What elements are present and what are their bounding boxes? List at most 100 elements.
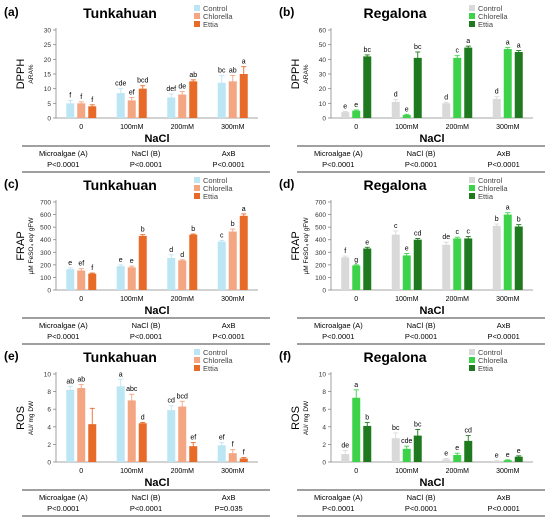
bar (391, 438, 400, 462)
bar (413, 57, 422, 118)
bar (178, 260, 187, 290)
y-axis-unit: ARA% (28, 64, 35, 83)
significance-letter: b (141, 227, 145, 234)
stats-p-value: P<0.0001 (130, 504, 162, 513)
bar (503, 49, 512, 118)
significance-letter: a (506, 40, 510, 47)
x-tick-label: 100mM (120, 124, 144, 131)
significance-letter: abc (126, 386, 138, 393)
stats-p-value: P=0.035 (215, 504, 243, 513)
y-axis-label: ROS (15, 406, 27, 430)
significance-letter: e (444, 450, 448, 457)
bar (167, 257, 176, 290)
panel-label: (b) (279, 5, 294, 19)
bar (228, 231, 237, 290)
x-tick-label: 300mM (221, 468, 245, 475)
y-tick-label: 20 (319, 86, 327, 93)
stats-factor-label: Microalgae (A) (39, 321, 88, 330)
stats-p-value: P<0.0001 (488, 504, 520, 513)
bar (341, 112, 350, 118)
significance-letter: a (242, 59, 246, 66)
bar (453, 238, 462, 290)
y-tick-label: 100 (315, 275, 326, 282)
y-tick-label: 400 (40, 237, 51, 244)
bar (514, 52, 523, 118)
y-tick-label: 4 (322, 424, 326, 431)
y-tick-label: 8 (322, 389, 326, 396)
bar (66, 389, 75, 462)
legend-label: Chlorella (203, 12, 233, 21)
legend-swatch (469, 13, 475, 19)
stats-factor-label: NaCl (B) (132, 321, 161, 330)
significance-letter: ab (189, 72, 197, 79)
x-tick-label: 200mM (446, 296, 470, 303)
x-tick-label: 0 (354, 468, 358, 475)
significance-letter: f (344, 248, 346, 255)
significance-letter: f (91, 265, 93, 272)
legend-swatch (469, 21, 475, 27)
y-tick-label: 25 (44, 42, 52, 49)
significance-letter: de (178, 84, 186, 91)
y-axis-label: FRAP (15, 231, 27, 260)
legend-label: Ettia (478, 20, 494, 29)
significance-letter: b (495, 216, 499, 223)
significance-letter: ab (77, 377, 85, 384)
bar (77, 270, 86, 290)
bar (116, 93, 125, 118)
bar (453, 57, 462, 118)
significance-letter: de (442, 234, 450, 241)
significance-letter: e (495, 453, 499, 460)
legend-swatch (469, 193, 475, 199)
x-tick-label: 100mM (120, 468, 144, 475)
significance-letter: bcd (137, 78, 148, 85)
legend-swatch (469, 357, 475, 363)
bar (442, 244, 451, 290)
legend-swatch (194, 357, 200, 363)
significance-letter: a (119, 371, 123, 378)
significance-letter: bc (414, 44, 422, 51)
y-tick-label: 6 (47, 407, 51, 414)
significance-letter: b (365, 414, 369, 421)
y-tick-label: 300 (40, 250, 51, 257)
bar (88, 424, 97, 462)
y-tick-label: 8 (47, 389, 51, 396)
significance-letter: f (69, 92, 71, 99)
legend-label: Ettia (203, 20, 219, 29)
stats-factor-label: NaCl (B) (407, 321, 436, 330)
stats-factor-label: Microalgae (A) (314, 321, 363, 330)
bar (217, 82, 226, 118)
significance-letter: f (80, 94, 82, 101)
stats-p-value: P<0.0001 (213, 332, 245, 341)
significance-letter: d (180, 252, 184, 259)
bar (178, 94, 187, 118)
legend-swatch (469, 185, 475, 191)
significance-letter: bc (218, 67, 226, 74)
significance-letter: a (517, 43, 521, 50)
stats-factor-label: AxB (497, 321, 511, 330)
x-tick-label: 0 (354, 296, 358, 303)
significance-letter: cde (115, 81, 126, 88)
significance-letter: a (354, 382, 358, 389)
y-tick-label: 700 (315, 200, 326, 207)
bar (138, 235, 147, 290)
y-tick-label: 15 (44, 72, 52, 79)
chart-title: Tunkahuan (83, 177, 157, 193)
legend-label: Chlorella (203, 356, 233, 365)
significance-letter: ef (190, 435, 196, 442)
bar (492, 225, 501, 290)
stats-factor-label: NaCl (B) (132, 493, 161, 502)
y-tick-label: 500 (315, 225, 326, 232)
significance-letter: d (141, 414, 145, 421)
bar (464, 238, 473, 290)
significance-letter: bc (414, 421, 422, 428)
legend-label: Ettia (478, 364, 494, 373)
significance-letter: d (394, 92, 398, 99)
bar (239, 215, 248, 290)
bar (228, 453, 237, 462)
chart-title: Regalona (363, 177, 426, 193)
legend-label: Chlorella (203, 184, 233, 193)
stats-factor-label: Microalgae (A) (314, 149, 363, 158)
